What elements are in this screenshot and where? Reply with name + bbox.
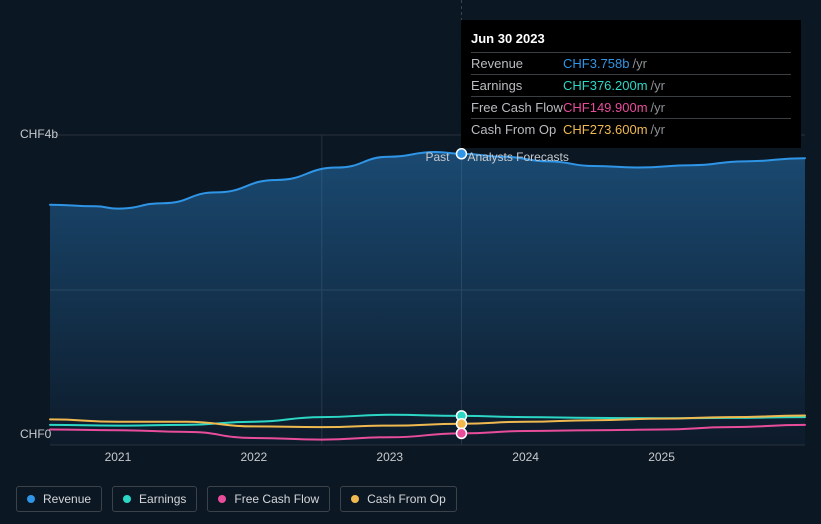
x-tick-2023: 2023 — [376, 450, 403, 464]
tooltip-row-value: CHF3.758b/yr — [563, 56, 647, 71]
legend-dot-icon — [27, 495, 35, 503]
tooltip-row-3: Cash From OpCHF273.600m/yr — [471, 118, 791, 140]
legend: Revenue Earnings Free Cash Flow Cash From O… — [16, 486, 457, 512]
legend-label: Cash From Op — [367, 492, 446, 506]
legend-item-earnings[interactable]: Earnings — [112, 486, 197, 512]
tooltip-row-value: CHF149.900m/yr — [563, 100, 665, 115]
tooltip-row-2: Free Cash FlowCHF149.900m/yr — [471, 96, 791, 118]
x-tick-2021: 2021 — [105, 450, 132, 464]
tooltip-row-label: Cash From Op — [471, 122, 563, 137]
x-tick-2022: 2022 — [240, 450, 267, 464]
x-axis: 2021 2022 2023 2024 2025 — [50, 450, 805, 470]
legend-dot-icon — [351, 495, 359, 503]
legend-label: Free Cash Flow — [234, 492, 319, 506]
past-label: Past — [425, 150, 449, 164]
tooltip-row-label: Free Cash Flow — [471, 100, 563, 115]
legend-label: Revenue — [43, 492, 91, 506]
tooltip-row-1: EarningsCHF376.200m/yr — [471, 74, 791, 96]
legend-dot-icon — [218, 495, 226, 503]
x-tick-2025: 2025 — [648, 450, 675, 464]
tooltip-row-0: RevenueCHF3.758b/yr — [471, 52, 791, 74]
legend-dot-icon — [123, 495, 131, 503]
y-axis-label-top: CHF4b — [20, 127, 58, 141]
tooltip-row-label: Earnings — [471, 78, 563, 93]
chart-tooltip: Jun 30 2023 RevenueCHF3.758b/yrEarningsC… — [461, 20, 801, 148]
x-tick-2024: 2024 — [512, 450, 539, 464]
legend-item-freeCashFlow[interactable]: Free Cash Flow — [207, 486, 330, 512]
tooltip-row-value: CHF376.200m/yr — [563, 78, 665, 93]
tooltip-row-value: CHF273.600m/yr — [563, 122, 665, 137]
tooltip-row-label: Revenue — [471, 56, 563, 71]
forecast-label: Analysts Forecasts — [467, 150, 568, 164]
legend-item-revenue[interactable]: Revenue — [16, 486, 102, 512]
y-axis-label-bottom: CHF0 — [20, 427, 51, 441]
legend-label: Earnings — [139, 492, 186, 506]
legend-item-cashFromOp[interactable]: Cash From Op — [340, 486, 457, 512]
financial-forecast-chart: CHF4b CHF0 Past Analysts Forecasts 20212… — [0, 0, 821, 524]
tooltip-date: Jun 30 2023 — [471, 28, 791, 52]
